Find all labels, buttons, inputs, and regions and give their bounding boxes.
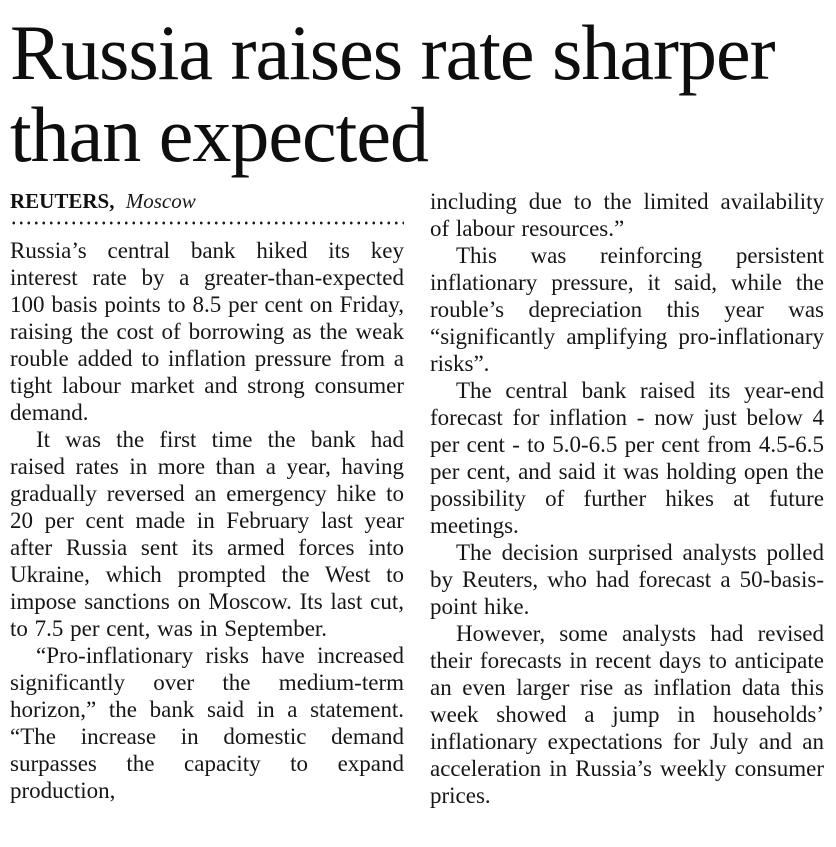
byline: REUTERS, Moscow	[10, 188, 404, 214]
article-paragraph: This was reinforcing persistent inflatio…	[430, 243, 824, 376]
article-paragraph: Russia’s central bank hiked its key inte…	[10, 238, 404, 425]
article-paragraph: The decision surprised analysts polled b…	[430, 540, 824, 619]
column-left: REUTERS, Moscow Russia’s central bank hi…	[10, 188, 404, 809]
article-paragraph: However, some analysts had revised their…	[430, 621, 824, 808]
article-paragraph: It was the first time the bank had raise…	[10, 427, 404, 641]
column-right: including due to the limited availabilit…	[430, 188, 824, 809]
article-paragraph: The central bank raised its year-end for…	[430, 378, 824, 538]
article-body: REUTERS, Moscow Russia’s central bank hi…	[10, 188, 824, 809]
headline: Russia raises rate sharper than expected	[10, 9, 776, 178]
article-paragraph: including due to the limited availabilit…	[430, 189, 824, 241]
byline-location: Moscow	[125, 189, 196, 213]
article-paragraph: “Pro-inflationary risks have increased s…	[10, 643, 404, 803]
byline-agency: REUTERS,	[10, 189, 115, 213]
dotted-rule	[10, 221, 404, 225]
